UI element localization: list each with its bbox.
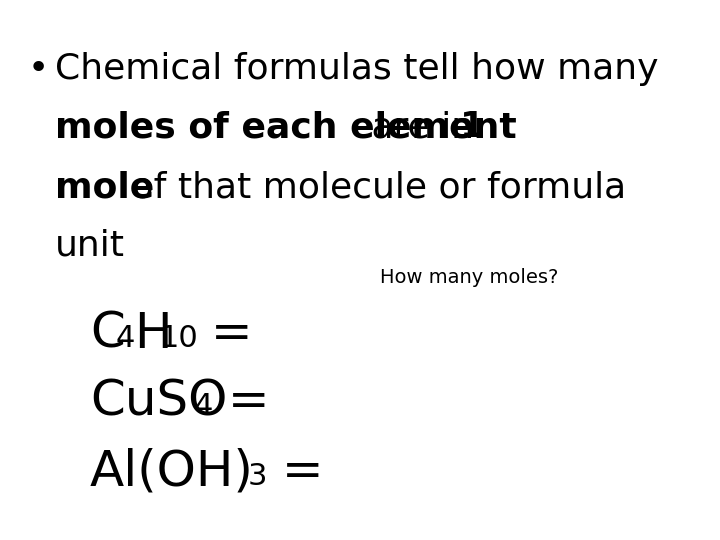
- Text: 3: 3: [248, 462, 268, 491]
- Text: 4: 4: [194, 392, 213, 421]
- Text: Al(OH): Al(OH): [90, 448, 254, 496]
- Text: •: •: [28, 52, 49, 86]
- Text: =: =: [212, 378, 269, 426]
- Text: 4: 4: [116, 324, 135, 353]
- Text: C: C: [90, 310, 125, 358]
- Text: 1: 1: [460, 110, 485, 144]
- Text: =: =: [195, 310, 253, 358]
- Text: How many moles?: How many moles?: [380, 268, 559, 287]
- Text: CuSO: CuSO: [90, 378, 228, 426]
- Text: H: H: [134, 310, 171, 358]
- Text: moles of each element: moles of each element: [55, 110, 517, 144]
- Text: =: =: [266, 448, 323, 496]
- Text: 10: 10: [160, 324, 199, 353]
- Text: are in: are in: [360, 110, 485, 144]
- Text: mole: mole: [55, 170, 154, 204]
- Text: of that molecule or formula: of that molecule or formula: [120, 170, 626, 204]
- Text: Chemical formulas tell how many: Chemical formulas tell how many: [55, 52, 659, 86]
- Text: unit: unit: [55, 228, 125, 262]
